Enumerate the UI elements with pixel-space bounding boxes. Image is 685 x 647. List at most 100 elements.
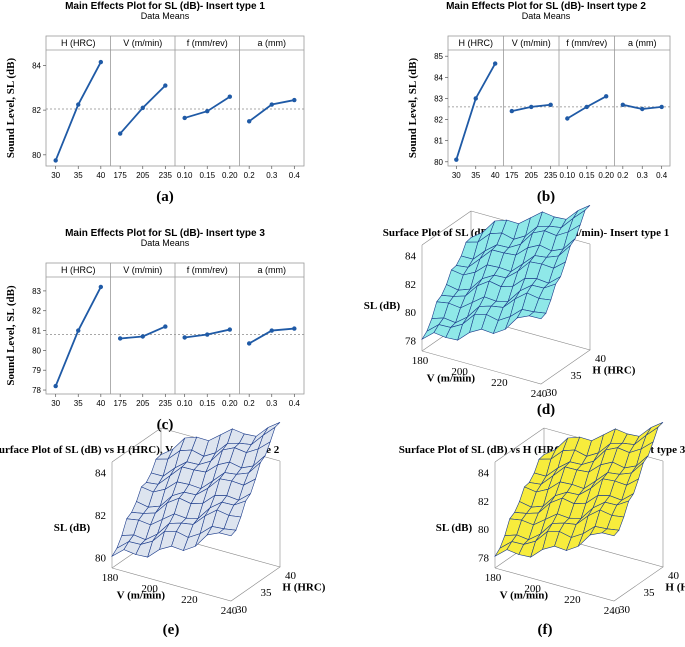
z-tick-label: 84 xyxy=(95,468,107,480)
effect-point xyxy=(659,104,664,110)
x-tick-label: 0.15 xyxy=(199,399,215,408)
y-axis-label: H (HRC) xyxy=(665,582,685,594)
panel-caption: (d) xyxy=(537,402,555,418)
x-axis-label: V (m/min) xyxy=(427,373,476,385)
effect-line xyxy=(184,95,231,119)
y-tick-label: 82 xyxy=(32,307,41,316)
x-tick-label: 0.4 xyxy=(656,171,668,180)
x-tick-label: 200 xyxy=(141,583,158,595)
y-tick-label: 80 xyxy=(32,151,41,160)
factor-header-label: V (m/min) xyxy=(123,265,162,275)
y-tick-label: 40 xyxy=(595,353,607,365)
x-tick-label: 0.20 xyxy=(222,171,238,180)
effect-point xyxy=(548,102,553,107)
effect-point xyxy=(509,108,515,114)
surface-box-edge xyxy=(421,210,472,246)
y-axis-label: Sound Level, SL (dB) xyxy=(5,58,17,159)
y-tick-label: 82 xyxy=(32,106,41,115)
effect-point xyxy=(603,94,609,99)
surface-box-edge xyxy=(111,427,162,463)
x-tick-label: 175 xyxy=(505,171,519,180)
effect-point xyxy=(76,102,81,107)
effect-point xyxy=(269,102,274,107)
factor-header-label: f (mm/rev) xyxy=(187,38,228,48)
y-tick-label: 40 xyxy=(668,570,680,582)
y-axis-label: H (HRC) xyxy=(282,582,325,594)
x-tick-label: 180 xyxy=(102,572,119,584)
x-tick-label: 240 xyxy=(221,605,238,617)
effect-point xyxy=(227,327,233,332)
effect-line xyxy=(54,286,102,387)
x-tick-label: 0.4 xyxy=(289,171,301,180)
y-tick-label: 80 xyxy=(434,158,443,167)
panel-caption: (a) xyxy=(156,189,174,205)
x-tick-label: 240 xyxy=(604,605,621,617)
x-tick-label: 35 xyxy=(471,171,480,180)
y-tick-label: 81 xyxy=(32,327,41,336)
y-tick-label: 84 xyxy=(434,73,443,82)
x-tick-label: 175 xyxy=(113,399,127,408)
effect-point xyxy=(584,104,589,110)
surface-patch xyxy=(218,528,237,537)
effect-point xyxy=(269,328,274,333)
factor-header-label: f (mm/rev) xyxy=(187,265,228,275)
effect-point xyxy=(473,96,478,101)
x-tick-label: 40 xyxy=(96,399,105,408)
effect-point xyxy=(620,102,626,107)
z-tick-label: 82 xyxy=(405,279,416,291)
x-tick-label: 220 xyxy=(181,594,198,606)
y-tick-label: 81 xyxy=(434,137,443,146)
x-tick-label: 180 xyxy=(412,355,429,367)
effect-point xyxy=(454,157,459,162)
y-tick-label: 84 xyxy=(32,61,41,70)
effect-line xyxy=(455,63,496,160)
effect-point xyxy=(163,83,168,88)
x-tick-label: 30 xyxy=(51,171,60,180)
x-tick-label: 0.2 xyxy=(617,171,629,180)
x-tick-label: 180 xyxy=(485,572,502,584)
y-tick-label: 85 xyxy=(434,52,443,61)
y-tick-label: 30 xyxy=(236,604,248,616)
x-tick-label: 200 xyxy=(451,366,468,378)
z-tick-label: 84 xyxy=(478,468,490,480)
x-tick-label: 30 xyxy=(452,171,461,180)
effect-point xyxy=(292,326,297,331)
effect-point xyxy=(182,115,187,121)
x-tick-label: 0.10 xyxy=(560,171,576,180)
surface-patch xyxy=(528,311,547,320)
factor-header-label: V (m/min) xyxy=(512,38,551,48)
effect-line xyxy=(54,61,102,161)
x-tick-label: 0.10 xyxy=(177,399,193,408)
panel-caption: (b) xyxy=(537,189,555,205)
surface-patch xyxy=(601,528,620,537)
x-tick-label: 35 xyxy=(74,399,83,408)
x-tick-label: 40 xyxy=(96,171,105,180)
y-tick-label: 35 xyxy=(571,370,583,382)
panel-title: Main Effects Plot for SL (dB)- Insert ty… xyxy=(65,228,265,239)
effect-point xyxy=(98,59,104,65)
panel-caption: (f) xyxy=(538,622,553,638)
main-effects-panel-3: Main Effects Plot for SL (dB)- Insert ty… xyxy=(5,228,305,433)
panel-subtitle: Data Means xyxy=(141,11,190,21)
z-tick-label: 84 xyxy=(405,251,417,263)
z-tick-label: 78 xyxy=(478,552,490,564)
x-tick-label: 0.20 xyxy=(222,399,238,408)
x-tick-label: 205 xyxy=(136,399,150,408)
x-tick-label: 240 xyxy=(531,388,548,400)
z-tick-label: 82 xyxy=(95,510,106,522)
z-tick-label: 80 xyxy=(478,524,490,536)
factor-header-label: H (HRC) xyxy=(459,38,494,48)
z-tick-label: 78 xyxy=(405,335,417,347)
factor-header-label: a (mm) xyxy=(258,38,287,48)
effect-point xyxy=(117,336,123,341)
x-tick-label: 40 xyxy=(491,171,500,180)
factor-header-label: V (m/min) xyxy=(123,38,162,48)
effect-point xyxy=(227,94,233,99)
x-tick-label: 0.3 xyxy=(266,171,278,180)
x-tick-label: 0.2 xyxy=(244,171,256,180)
x-tick-label: 0.15 xyxy=(199,171,215,180)
x-tick-label: 235 xyxy=(159,171,173,180)
x-tick-label: 30 xyxy=(51,399,60,408)
surface-panel-1: Surface Plot of SL (dB) vs H (HRC), V (m… xyxy=(364,205,669,418)
